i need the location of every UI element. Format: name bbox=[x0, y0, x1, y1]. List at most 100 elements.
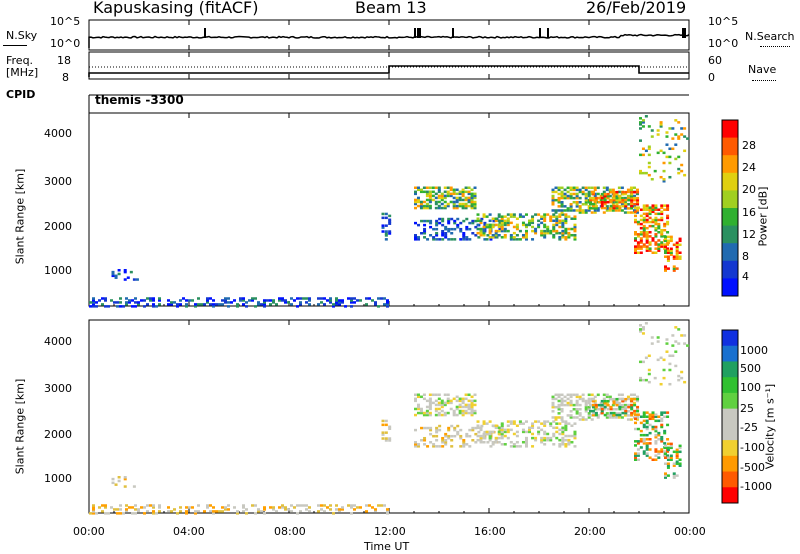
velocity-cell-1236 bbox=[665, 350, 669, 353]
velocity-cell-724 bbox=[563, 395, 567, 399]
velocity-cell-163 bbox=[350, 512, 353, 515]
velocity-cell-331 bbox=[464, 411, 468, 415]
power-cell-689 bbox=[551, 203, 555, 206]
velocity-cell-416 bbox=[450, 424, 454, 428]
power-cell-496 bbox=[485, 238, 489, 241]
velocity-cell-1212 bbox=[647, 372, 651, 376]
power-cell-2 bbox=[92, 305, 95, 308]
power-cell-612 bbox=[543, 225, 547, 229]
velocity-cell-215 bbox=[388, 427, 392, 431]
power-cell-896 bbox=[632, 205, 636, 208]
velocity-cell-402 bbox=[444, 443, 448, 446]
velocity-cell-1232 bbox=[662, 376, 666, 380]
power-cell-864 bbox=[620, 196, 624, 200]
velocity-cell-863 bbox=[620, 405, 624, 409]
power-cell-192 bbox=[117, 268, 121, 272]
velocity-cell-775 bbox=[584, 401, 588, 405]
velocity-cell-1156 bbox=[666, 474, 670, 477]
power-cell-716 bbox=[560, 192, 564, 196]
velocity-cell-493 bbox=[482, 432, 486, 436]
velocity-cell-75 bbox=[209, 510, 212, 513]
velocity-cb-tick-500: 500 bbox=[740, 362, 761, 375]
power-cell-10 bbox=[101, 303, 104, 306]
velocity-cell-263 bbox=[434, 413, 438, 417]
power-ytick-2000: 2000 bbox=[44, 220, 72, 233]
power-cell-739 bbox=[569, 186, 573, 190]
power-cell-19 bbox=[116, 301, 119, 304]
power-cell-886 bbox=[629, 203, 633, 206]
power-cell-202 bbox=[381, 224, 385, 227]
velocity-cell-615 bbox=[543, 424, 547, 427]
power-cell-190 bbox=[114, 274, 118, 278]
power-cell-123 bbox=[284, 301, 287, 304]
power-cell-361 bbox=[414, 238, 417, 241]
power-cell-1020 bbox=[639, 237, 643, 240]
power-cell-6 bbox=[92, 297, 95, 300]
velocity-cell-521 bbox=[497, 432, 501, 436]
noise-tick-bottom-right: 10^0 bbox=[708, 37, 739, 50]
power-cell-934 bbox=[603, 206, 607, 210]
power-cell-63 bbox=[185, 299, 188, 302]
power-cell-400 bbox=[441, 219, 445, 223]
power-cell-701 bbox=[557, 209, 561, 212]
power-cell-1244 bbox=[671, 147, 675, 151]
velocity-cell-991 bbox=[636, 397, 640, 401]
power-cell-80 bbox=[215, 303, 218, 306]
velocity-cell-666 bbox=[564, 428, 568, 432]
power-cell-917 bbox=[591, 202, 595, 206]
power-cell-420 bbox=[453, 219, 457, 223]
velocity-cell-19 bbox=[116, 508, 119, 511]
velocity-cell-170 bbox=[359, 506, 362, 509]
power-colorbar-seg-8 bbox=[722, 260, 738, 279]
power-cell-30 bbox=[131, 299, 134, 302]
power-colorbar-seg-5 bbox=[722, 208, 738, 227]
power-cell-283 bbox=[443, 206, 447, 210]
power-cell-774 bbox=[584, 196, 588, 200]
power-cell-359 bbox=[473, 192, 477, 196]
power-cell-166 bbox=[350, 297, 353, 300]
power-cell-530 bbox=[500, 223, 504, 227]
power-cell-1150 bbox=[664, 251, 667, 254]
power-cell-779 bbox=[587, 209, 591, 212]
velocity-cell-1167 bbox=[669, 456, 673, 460]
velocity-cell-378 bbox=[429, 441, 433, 444]
velocity-cell-787 bbox=[587, 393, 591, 397]
velocity-cell-143 bbox=[320, 504, 323, 507]
power-cell-382 bbox=[432, 238, 436, 241]
power-cell-1047 bbox=[645, 239, 649, 242]
power-cell-143 bbox=[320, 297, 323, 300]
power-cell-402 bbox=[444, 236, 448, 239]
velocity-cell-949 bbox=[612, 411, 616, 415]
velocity-cell-371 bbox=[423, 439, 427, 442]
velocity-cell-138 bbox=[308, 506, 311, 509]
velocity-cell-491 bbox=[482, 436, 486, 440]
power-cell-902 bbox=[635, 211, 639, 214]
velocity-cell-30 bbox=[131, 506, 134, 509]
power-cell-874 bbox=[623, 196, 627, 200]
power-cell-1138 bbox=[666, 231, 670, 234]
velocity-cell-332 bbox=[464, 409, 468, 413]
velocity-cell-665 bbox=[564, 434, 568, 438]
power-cell-960 bbox=[615, 192, 619, 196]
power-cell-1181 bbox=[675, 253, 679, 256]
power-cell-222 bbox=[414, 192, 417, 196]
velocity-cell-1124 bbox=[663, 454, 667, 457]
velocity-cell-776 bbox=[584, 399, 588, 403]
power-cell-1152 bbox=[664, 245, 667, 249]
power-cell-1036 bbox=[642, 220, 646, 224]
velocity-cell-605 bbox=[540, 428, 544, 432]
velocity-cell-1256 bbox=[677, 328, 681, 331]
velocity-cell-1065 bbox=[648, 438, 652, 441]
power-cell-194 bbox=[123, 270, 127, 274]
power-cell-424 bbox=[459, 238, 463, 241]
power-cell-159 bbox=[341, 301, 344, 304]
velocity-cell-759 bbox=[578, 407, 582, 411]
velocity-cell-917 bbox=[591, 409, 595, 413]
velocity-cell-1265 bbox=[686, 344, 690, 347]
power-cell-728 bbox=[566, 194, 570, 198]
power-cell-1007 bbox=[636, 245, 640, 248]
velocity-cell-273 bbox=[437, 401, 441, 405]
velocity-cell-1085 bbox=[654, 450, 658, 453]
power-cell-1199 bbox=[639, 123, 642, 126]
